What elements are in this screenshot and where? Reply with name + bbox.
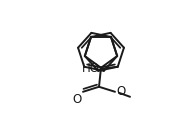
Text: HO: HO [82, 62, 100, 75]
Text: O: O [116, 85, 125, 98]
Text: O: O [73, 93, 82, 106]
